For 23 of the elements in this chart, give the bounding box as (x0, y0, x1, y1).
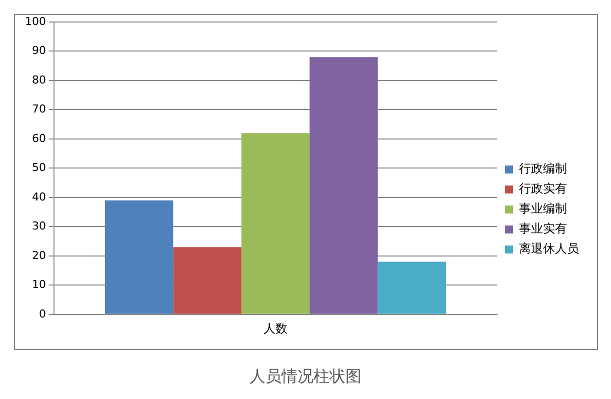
legend-label: 行政编制 (519, 162, 567, 176)
bar (310, 57, 378, 314)
legend-label: 事业实有 (519, 222, 567, 236)
bar (378, 262, 446, 314)
bar (104, 200, 174, 314)
bar (241, 133, 310, 314)
legend-label: 行政实有 (519, 182, 567, 196)
y-tick-label: 90 (32, 44, 46, 58)
text: 人员情况柱状图 (250, 366, 362, 386)
y-tick-label: 60 (32, 132, 46, 145)
y-tick-label: 30 (32, 220, 46, 233)
y-tick-label: 70 (32, 102, 46, 116)
bar (173, 247, 242, 314)
y-tick-label: 80 (32, 73, 46, 86)
y-tick-label: 100 (24, 14, 46, 28)
y-tick-label: 0 (38, 307, 46, 320)
legend-label: 事业编制 (519, 202, 567, 216)
y-tick-label: 40 (32, 190, 46, 204)
legend-label: 离退休人员 (519, 242, 579, 256)
x-tick-label: 人数 (264, 322, 288, 336)
y-tick-label: 20 (32, 248, 46, 262)
y-tick-label: 50 (32, 161, 46, 174)
y-tick-label: 10 (32, 278, 46, 292)
